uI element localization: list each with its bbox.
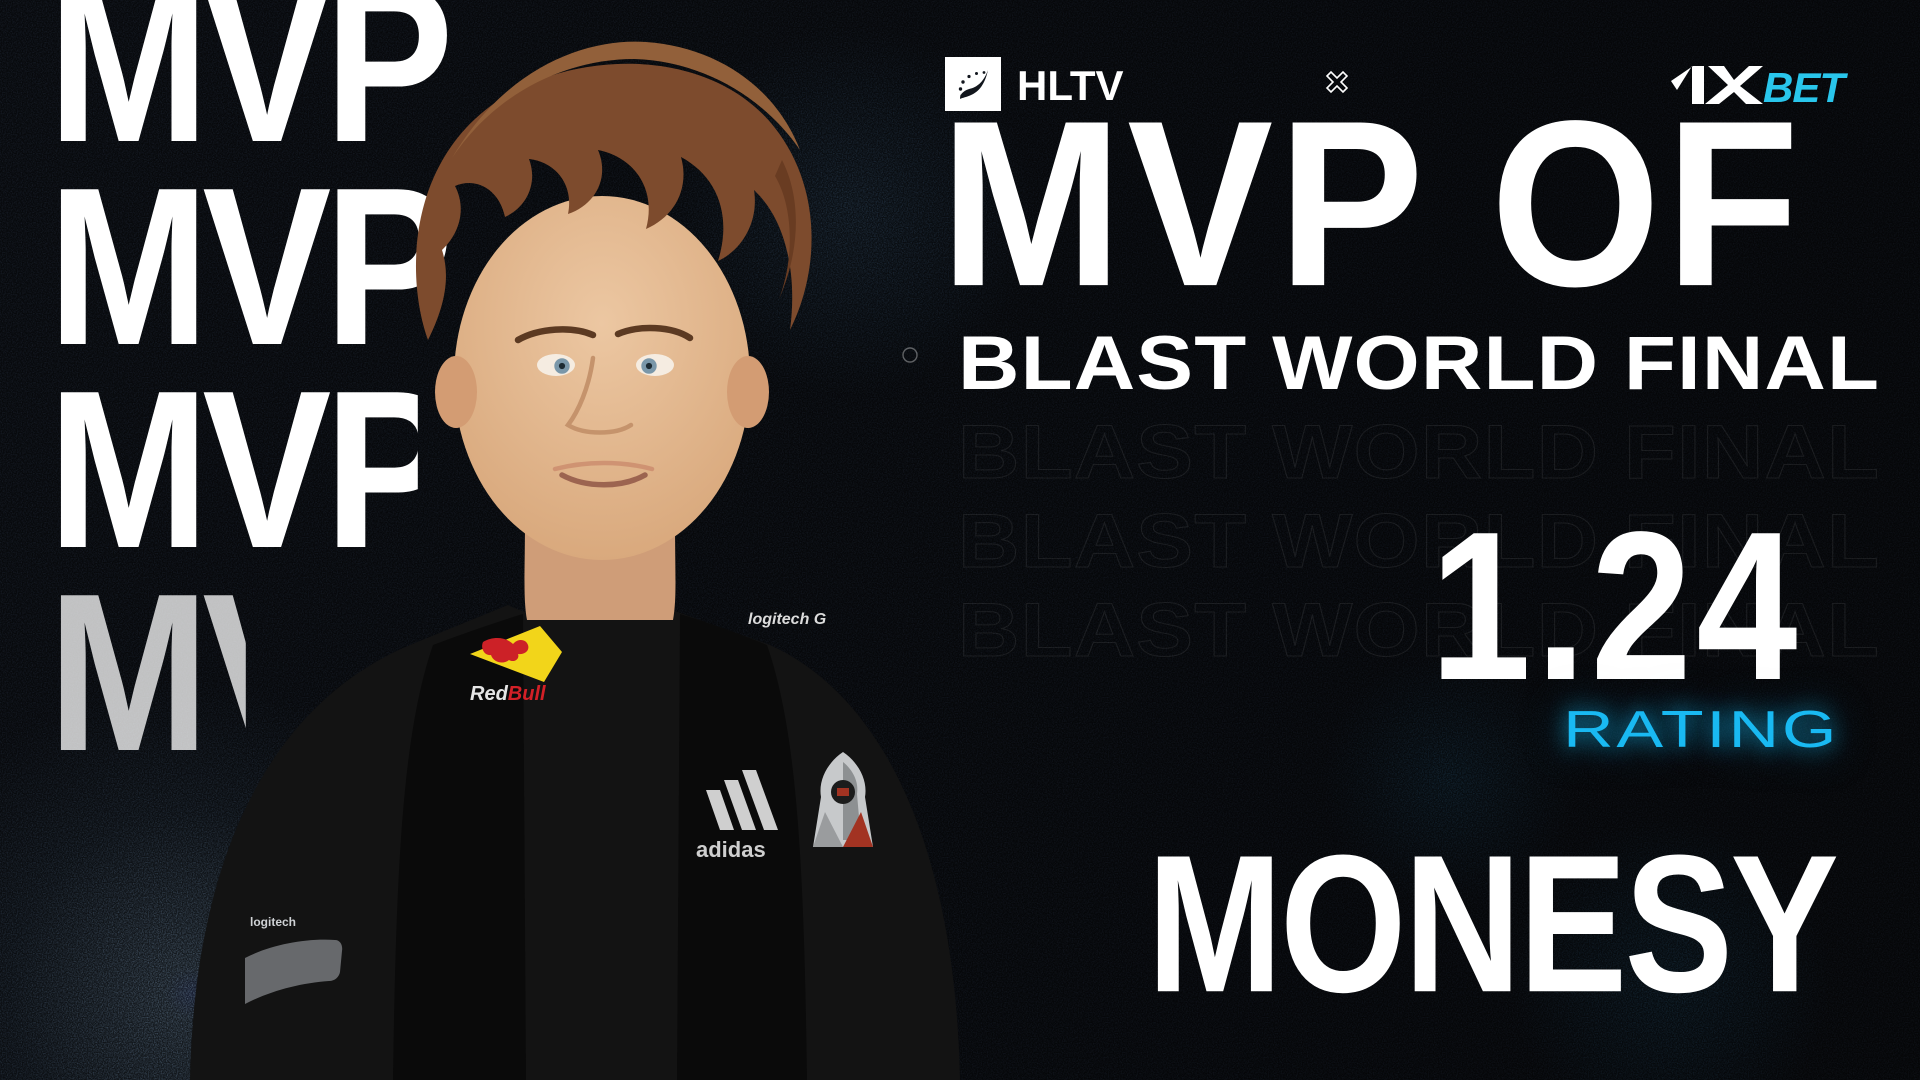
svg-text:adidas: adidas [696,837,766,862]
svg-text:logitech: logitech [250,915,296,929]
svg-text:RedBull: RedBull [470,683,546,705]
svg-text:logitech G: logitech G [748,611,826,628]
